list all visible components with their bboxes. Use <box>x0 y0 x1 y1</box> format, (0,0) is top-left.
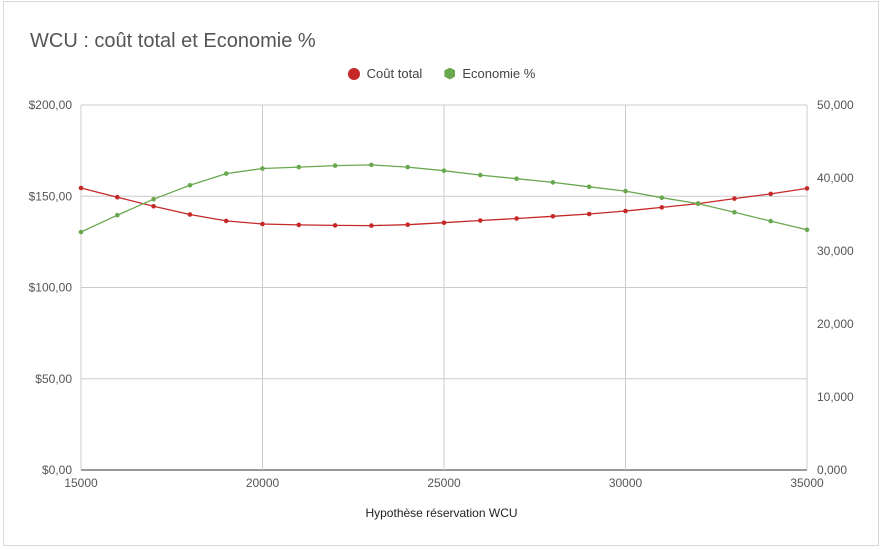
data-point-economie <box>151 196 156 202</box>
data-point-cout-total <box>623 208 628 214</box>
data-point-economie <box>623 188 628 194</box>
x-tick-label: 15000 <box>64 476 98 490</box>
data-point-economie <box>187 183 193 188</box>
legend-label-cout-total: Coût total <box>366 66 423 81</box>
data-point-cout-total <box>296 222 302 228</box>
data-point-economie <box>78 229 84 235</box>
data-point-cout-total <box>586 211 592 217</box>
data-point-economie <box>260 166 265 171</box>
data-point-cout-total <box>78 185 84 191</box>
data-point-economie <box>550 180 556 185</box>
data-point-cout-total <box>441 220 447 225</box>
legend-item-cout-total[interactable]: Coût total <box>347 66 423 81</box>
data-point-economie <box>441 168 447 173</box>
x-axis-label: Hypothèse réservation WCU <box>365 506 518 520</box>
data-point-cout-total <box>332 223 338 228</box>
chart-title: WCU : coût total et Economie % <box>30 30 316 52</box>
data-point-economie <box>695 201 701 206</box>
data-point-cout-total <box>804 186 810 191</box>
x-tick-label: 30000 <box>609 476 643 490</box>
data-point-cout-total <box>732 196 737 201</box>
y-right-tick-label: 30,000 <box>817 244 854 258</box>
y-right-tick-label: 50,000 <box>817 98 854 112</box>
y-left-tick-label: $150,00 <box>29 189 73 203</box>
data-point-economie <box>332 163 338 168</box>
legend: Coût total Economie % <box>0 66 883 81</box>
x-tick-label: 20000 <box>246 476 280 490</box>
data-point-economie <box>405 164 411 170</box>
data-point-economie <box>296 164 302 170</box>
y-right-tick-label: 40,000 <box>817 171 854 185</box>
legend-item-economie[interactable]: Economie % <box>444 66 535 81</box>
data-point-economie <box>804 227 810 233</box>
data-point-economie <box>514 176 519 181</box>
data-point-economie <box>586 184 592 190</box>
data-point-cout-total <box>659 205 665 210</box>
data-point-cout-total <box>151 204 156 209</box>
data-point-economie <box>659 195 665 200</box>
data-point-economie <box>768 218 773 224</box>
x-tick-label: 35000 <box>790 476 824 490</box>
data-point-cout-total <box>550 214 556 219</box>
chart-frame <box>3 1 879 546</box>
y-right-tick-label: 10,000 <box>817 390 854 404</box>
data-point-cout-total <box>187 212 193 217</box>
y-right-tick-label: 0,000 <box>817 463 847 477</box>
y-left-tick-label: $100,00 <box>29 281 73 295</box>
legend-circle-icon <box>347 67 360 80</box>
data-point-economie <box>115 212 120 218</box>
legend-hexagon-icon <box>444 67 456 80</box>
data-point-cout-total <box>478 218 483 223</box>
data-point-cout-total <box>405 222 411 227</box>
data-point-cout-total <box>768 191 773 197</box>
x-tick-label: 25000 <box>427 476 461 490</box>
y-right-tick-label: 20,000 <box>817 317 854 331</box>
data-point-economie <box>478 172 483 178</box>
data-point-economie <box>732 210 737 215</box>
data-point-economie <box>223 171 229 176</box>
data-point-cout-total <box>514 216 519 221</box>
y-left-tick-label: $0,00 <box>42 463 72 477</box>
data-point-cout-total <box>369 223 374 228</box>
data-point-cout-total <box>115 194 120 200</box>
y-left-tick-label: $50,00 <box>35 372 72 386</box>
y-left-tick-label: $200,00 <box>29 98 73 112</box>
legend-label-economie: Economie % <box>462 66 536 81</box>
data-point-cout-total <box>260 221 265 227</box>
data-point-cout-total <box>223 218 229 224</box>
data-point-economie <box>369 162 374 168</box>
